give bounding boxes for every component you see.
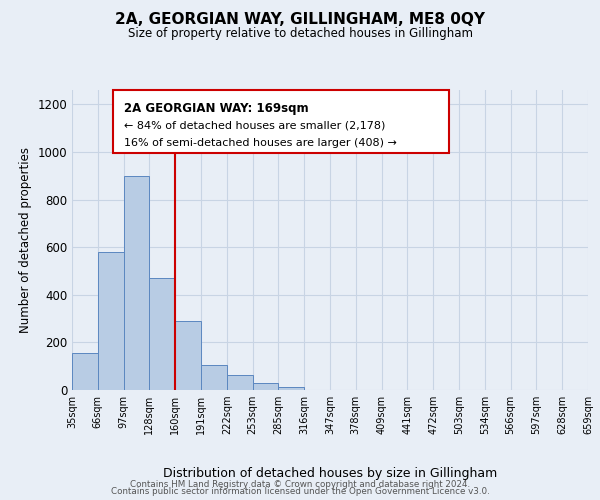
Text: 2A, GEORGIAN WAY, GILLINGHAM, ME8 0QY: 2A, GEORGIAN WAY, GILLINGHAM, ME8 0QY: [115, 12, 485, 28]
Bar: [149, 278, 175, 390]
Text: 16% of semi-detached houses are larger (408) →: 16% of semi-detached houses are larger (…: [124, 138, 397, 148]
Text: Distribution of detached houses by size in Gillingham: Distribution of detached houses by size …: [163, 467, 497, 480]
Bar: [278, 387, 304, 390]
Y-axis label: Number of detached properties: Number of detached properties: [19, 147, 32, 333]
Text: Contains public sector information licensed under the Open Government Licence v3: Contains public sector information licen…: [110, 488, 490, 496]
Bar: [227, 374, 253, 390]
Bar: [124, 176, 149, 390]
FancyBboxPatch shape: [113, 90, 449, 153]
Bar: [253, 384, 278, 390]
Text: 2A GEORGIAN WAY: 169sqm: 2A GEORGIAN WAY: 169sqm: [124, 102, 308, 115]
Text: Size of property relative to detached houses in Gillingham: Size of property relative to detached ho…: [128, 28, 473, 40]
Bar: [175, 321, 201, 390]
Bar: [98, 252, 124, 390]
Text: Contains HM Land Registry data © Crown copyright and database right 2024.: Contains HM Land Registry data © Crown c…: [130, 480, 470, 489]
Text: ← 84% of detached houses are smaller (2,178): ← 84% of detached houses are smaller (2,…: [124, 120, 385, 130]
Bar: [72, 353, 98, 390]
Bar: [201, 365, 227, 390]
